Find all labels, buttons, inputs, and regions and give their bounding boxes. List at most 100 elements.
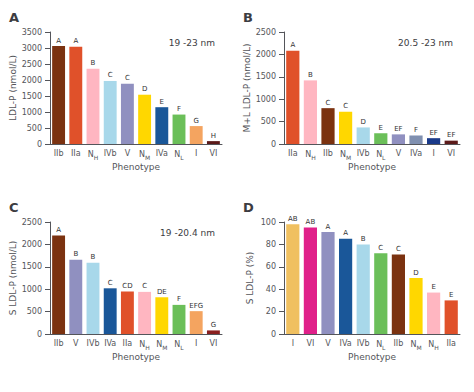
svg-text:A: A	[56, 37, 61, 45]
svg-text:1000: 1000	[256, 95, 276, 104]
svg-text:H: H	[94, 154, 99, 161]
svg-text:IVa: IVa	[410, 149, 422, 158]
svg-text:Phenotype: Phenotype	[348, 352, 396, 362]
svg-text:1000: 1000	[22, 108, 42, 117]
svg-text:I: I	[432, 149, 434, 158]
svg-text:IVa: IVa	[156, 149, 168, 158]
svg-text:3000: 3000	[22, 44, 42, 53]
svg-text:0: 0	[271, 140, 276, 149]
svg-text:Phenotype: Phenotype	[348, 162, 396, 172]
svg-text:H: H	[145, 344, 150, 351]
svg-text:60: 60	[266, 262, 276, 271]
svg-text:F: F	[177, 295, 181, 303]
svg-text:A: A	[290, 41, 295, 49]
svg-text:2500: 2500	[22, 218, 42, 227]
svg-text:B: B	[91, 59, 96, 67]
svg-text:M: M	[416, 344, 421, 351]
svg-text:AB: AB	[288, 215, 298, 223]
svg-text:A: A	[326, 223, 331, 231]
svg-text:V: V	[125, 149, 131, 158]
svg-text:D: D	[243, 200, 254, 215]
svg-text:0: 0	[37, 140, 42, 149]
svg-text:IVa: IVa	[104, 339, 116, 348]
svg-text:B: B	[73, 250, 78, 258]
svg-text:D: D	[413, 269, 418, 277]
svg-text:H: H	[311, 154, 316, 161]
svg-text:EF: EF	[429, 129, 437, 137]
svg-text:D: D	[142, 85, 147, 93]
svg-text:C: C	[378, 244, 383, 252]
svg-text:Phenotype: Phenotype	[112, 352, 160, 362]
svg-text:E: E	[379, 124, 383, 132]
svg-text:E: E	[449, 291, 453, 299]
svg-text:V: V	[396, 149, 402, 158]
svg-text:19 -23 nm: 19 -23 nm	[169, 38, 215, 48]
svg-text:E: E	[431, 283, 435, 291]
svg-text:VI: VI	[447, 149, 455, 158]
svg-text:0: 0	[37, 330, 42, 339]
svg-text:E: E	[160, 98, 164, 106]
svg-text:C: C	[326, 99, 331, 107]
svg-text:I: I	[292, 339, 294, 348]
svg-text:C: C	[142, 282, 147, 290]
svg-text:I: I	[195, 149, 197, 158]
svg-text:IIa: IIa	[71, 149, 81, 158]
svg-text:3500: 3500	[22, 28, 42, 37]
svg-text:IIb: IIb	[394, 339, 404, 348]
svg-text:2500: 2500	[22, 60, 42, 69]
svg-text:2000: 2000	[22, 76, 42, 85]
svg-text:C: C	[343, 102, 348, 110]
svg-text:C: C	[396, 245, 401, 253]
svg-text:A: A	[9, 10, 19, 25]
svg-text:S LDL-P (%): S LDL-P (%)	[245, 252, 255, 304]
svg-text:20: 20	[266, 307, 276, 316]
svg-text:VI: VI	[306, 339, 314, 348]
svg-text:1500: 1500	[256, 72, 276, 81]
svg-text:IVb: IVb	[357, 149, 370, 158]
svg-text:V: V	[325, 339, 331, 348]
svg-text:IIb: IIb	[54, 339, 64, 348]
svg-text:B: B	[361, 235, 366, 243]
svg-text:LDL-P (nmol/L): LDL-P (nmol/L)	[8, 55, 18, 121]
svg-text:G: G	[193, 117, 198, 125]
svg-text:VI: VI	[209, 149, 217, 158]
svg-text:A: A	[56, 226, 61, 234]
svg-text:IIa: IIa	[446, 339, 456, 348]
svg-text:B: B	[243, 10, 253, 25]
svg-text:C: C	[9, 200, 19, 215]
svg-text:IIb: IIb	[54, 149, 64, 158]
svg-text:EFG: EFG	[189, 302, 203, 310]
svg-text:20.5 -23 nm: 20.5 -23 nm	[398, 38, 453, 48]
svg-text:L: L	[382, 344, 386, 351]
svg-text:IIb: IIb	[323, 149, 333, 158]
svg-text:H: H	[434, 344, 439, 351]
svg-text:M: M	[346, 154, 351, 161]
svg-text:EF: EF	[447, 131, 455, 139]
svg-text:IVb: IVb	[104, 149, 117, 158]
svg-text:1000: 1000	[22, 285, 42, 294]
svg-text:IVb: IVb	[87, 339, 100, 348]
svg-text:B: B	[91, 253, 96, 261]
svg-text:80: 80	[266, 240, 276, 249]
svg-text:1500: 1500	[22, 262, 42, 271]
svg-text:DE: DE	[157, 288, 167, 296]
svg-text:M: M	[145, 154, 150, 161]
svg-text:VI: VI	[209, 339, 217, 348]
svg-text:IVa: IVa	[340, 339, 352, 348]
svg-text:D: D	[361, 118, 366, 126]
svg-text:L: L	[180, 344, 184, 351]
svg-text:V: V	[73, 339, 79, 348]
svg-text:G: G	[211, 321, 216, 329]
svg-text:40: 40	[266, 285, 276, 294]
svg-text:2500: 2500	[256, 28, 276, 37]
svg-text:M: M	[162, 344, 167, 351]
svg-text:500: 500	[261, 117, 276, 126]
svg-text:C: C	[125, 74, 130, 82]
svg-text:H: H	[211, 132, 216, 140]
svg-text:A: A	[73, 37, 78, 45]
svg-text:100: 100	[261, 218, 276, 227]
svg-text:2000: 2000	[22, 240, 42, 249]
svg-text:L: L	[180, 154, 184, 161]
svg-text:IIa: IIa	[288, 149, 298, 158]
svg-text:B: B	[308, 71, 313, 79]
